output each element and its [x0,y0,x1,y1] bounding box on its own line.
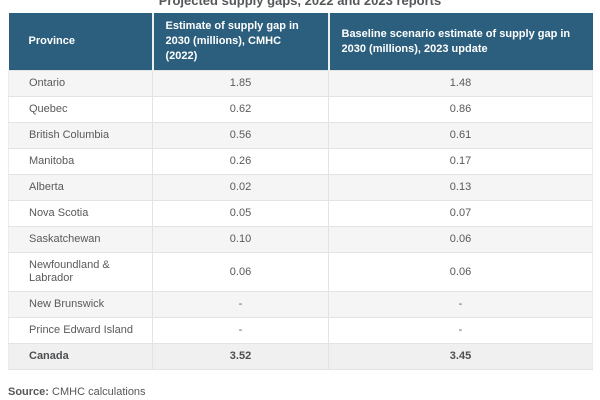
value-2022-cell: 0.56 [152,122,329,149]
value-2023-cell: 3.45 [328,343,593,370]
province-cell: British Columbia [8,122,153,149]
table-footer: Source: CMHC calculations Note: There is… [8,386,592,400]
table-row: Newfoundland & Labrador 0.06 0.06 [8,252,593,292]
table-header-row: Province Estimate of supply gap in 2030 … [8,13,593,71]
province-cell: Quebec [8,96,153,123]
value-2023-cell: 0.17 [328,148,593,175]
value-2022-cell: 1.85 [152,70,329,97]
value-2023-cell: - [328,291,593,318]
table-header: Province Estimate of supply gap in 2030 … [8,13,593,71]
province-cell: Canada [8,343,153,370]
value-2022-cell: 0.06 [152,252,329,292]
province-cell: Alberta [8,174,153,201]
table-row: Canada 3.52 3.45 [8,343,593,370]
value-2022-cell: 0.10 [152,226,329,253]
column-header-2023-update: Baseline scenario estimate of supply gap… [327,13,593,71]
value-2022-cell: - [152,291,329,318]
table-row: Nova Scotia 0.05 0.07 [8,200,593,227]
value-2023-cell: 0.86 [328,96,593,123]
source-text: CMHC calculations [48,386,146,398]
value-2022-cell: 0.26 [152,148,329,175]
table-body: Ontario 1.85 1.48 Quebec 0.62 0.86 Briti… [8,70,593,370]
table-row: Ontario 1.85 1.48 [8,70,593,97]
value-2023-cell: 0.13 [328,174,593,201]
source-label: Source: [8,386,49,398]
table-row: British Columbia 0.56 0.61 [8,122,593,149]
value-2023-cell: 0.07 [328,200,593,227]
value-2022-cell: - [152,317,329,344]
table-row: New Brunswick - - [8,291,593,318]
value-2022-cell: 0.62 [152,96,329,123]
province-cell: Nova Scotia [8,200,153,227]
value-2023-cell: 1.48 [328,70,593,97]
province-cell: Ontario [8,70,153,97]
source-note: Source: CMHC calculations [8,386,592,399]
province-cell: Manitoba [8,148,153,175]
table-row: Alberta 0.02 0.13 [8,174,593,201]
value-2023-cell: - [328,317,593,344]
value-2022-cell: 0.05 [152,200,329,227]
table-container: Province Estimate of supply gap in 2030 … [8,13,593,370]
value-2023-cell: 0.61 [328,122,593,149]
province-cell: Newfoundland & Labrador [8,252,153,292]
province-cell: Saskatchewan [8,226,153,253]
page-title: Projected supply gaps, 2022 and 2023 rep… [158,0,442,8]
province-cell: Prince Edward Island [8,317,153,344]
table-row: Manitoba 0.26 0.17 [8,148,593,175]
value-2022-cell: 3.52 [152,343,329,370]
value-2022-cell: 0.02 [152,174,329,201]
table-row: Saskatchewan 0.10 0.06 [8,226,593,253]
table-row: Prince Edward Island - - [8,317,593,344]
value-2023-cell: 0.06 [328,226,593,253]
column-header-cmhc-2022: Estimate of supply gap in 2030 (millions… [151,13,329,71]
table-row: Quebec 0.62 0.86 [8,96,593,123]
value-2023-cell: 0.06 [328,252,593,292]
province-cell: New Brunswick [8,291,153,318]
supply-gap-table: Province Estimate of supply gap in 2030 … [8,13,593,370]
column-header-province: Province [8,13,153,71]
